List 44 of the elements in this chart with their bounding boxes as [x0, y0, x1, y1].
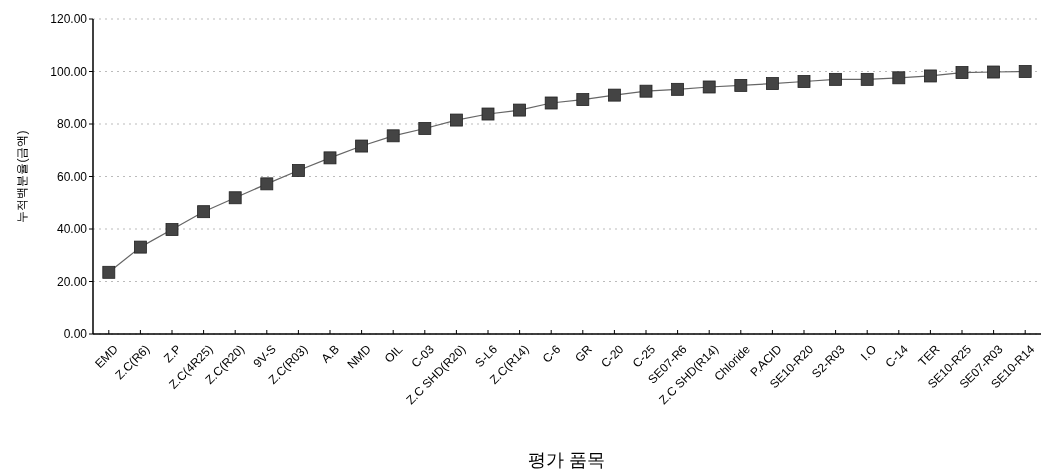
point — [544, 96, 558, 110]
point — [797, 75, 811, 88]
x-tick-label: I.O — [858, 342, 880, 364]
point — [671, 82, 684, 96]
x-tick-label: GR — [572, 341, 596, 365]
x-tick-label: OIL — [381, 341, 406, 366]
point — [481, 107, 495, 121]
y-tick-label: 80.00 — [56, 117, 88, 132]
point — [860, 72, 874, 86]
point — [734, 79, 748, 92]
point — [702, 80, 716, 94]
point — [955, 66, 969, 79]
y-tick-label: 120.00 — [50, 12, 88, 27]
point — [228, 191, 242, 205]
point — [292, 164, 305, 177]
y-tick-label: 100.00 — [50, 64, 88, 79]
point — [513, 103, 526, 117]
point — [134, 240, 147, 254]
x-axis-title: 평가 품목 — [528, 450, 606, 470]
point — [987, 65, 1000, 79]
point — [924, 69, 937, 83]
point — [355, 139, 368, 153]
point — [197, 205, 210, 219]
x-tick-label: C-6 — [539, 341, 564, 366]
y-axis-title: 누적백분율(금액) — [15, 130, 29, 223]
point — [576, 93, 590, 106]
point — [608, 88, 621, 102]
point — [829, 72, 842, 86]
point — [450, 113, 463, 127]
y-tick-label: 40.00 — [56, 222, 88, 237]
point — [766, 77, 779, 90]
point — [260, 177, 274, 191]
point — [386, 129, 400, 143]
point — [165, 223, 179, 236]
point — [892, 71, 906, 85]
y-tick-label: 60.00 — [56, 169, 88, 184]
point — [323, 151, 337, 165]
point — [102, 265, 116, 279]
point — [418, 122, 432, 135]
y-tick-label: 0.00 — [63, 327, 88, 342]
x-tick-label: A.B — [318, 342, 343, 366]
point — [1018, 65, 1032, 78]
y-tick-label: 20.00 — [56, 274, 88, 289]
point — [639, 84, 653, 98]
